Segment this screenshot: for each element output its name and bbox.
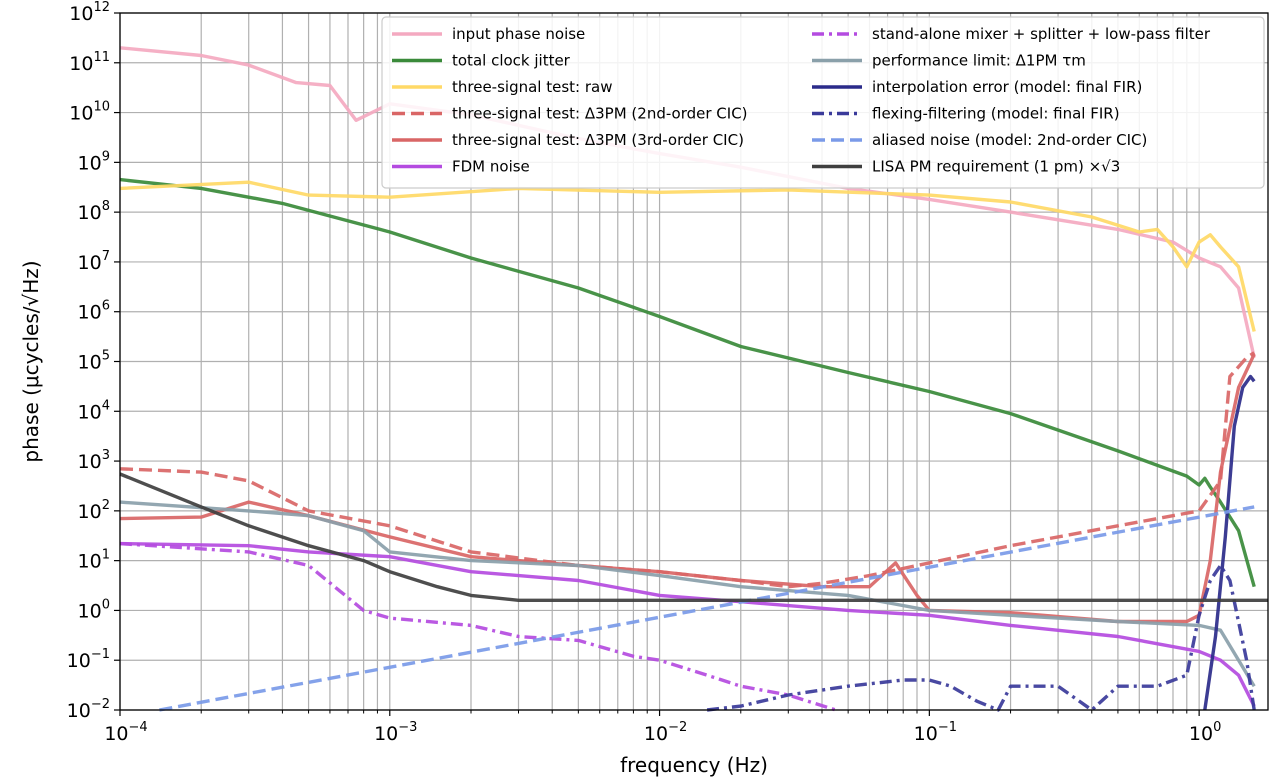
y-tick-label: 100 — [78, 597, 110, 622]
y-tick-label-exp: 12 — [93, 0, 110, 15]
legend-entry-8: interpolation error (model: final FIR) — [872, 78, 1142, 96]
legend-entry-1: total clock jitter — [452, 52, 571, 70]
y-tick-label-base: 10 — [78, 551, 102, 573]
y-tick-label-base: 10 — [67, 700, 91, 722]
y-tick-label-exp: 11 — [93, 50, 110, 65]
x-tick-label: 10−3 — [374, 720, 417, 745]
y-axis-label: phase (μcycles/√Hz) — [19, 260, 43, 462]
y-tick-label: 1012 — [69, 0, 110, 25]
legend-entry-9: flexing-filtering (model: final FIR) — [872, 105, 1120, 123]
x-tick-label: 10−1 — [914, 720, 957, 745]
x-tick-label: 10−4 — [104, 720, 147, 745]
y-tick-label-exp: 9 — [102, 149, 110, 164]
legend-entry-10: aliased noise (model: 2nd-order CIC) — [872, 131, 1147, 149]
y-tick-label-base: 10 — [78, 451, 102, 473]
x-tick-label-exp: −4 — [129, 720, 148, 735]
y-tick-label-exp: 7 — [102, 249, 110, 264]
legend: input phase noise total clock jitter three… — [382, 17, 1264, 188]
legend-entry-0: input phase noise — [452, 25, 585, 43]
y-tick-label: 10−2 — [67, 697, 110, 722]
legend-entry-11: LISA PM requirement (1 pm) ×√3 — [872, 158, 1120, 176]
y-tick-label-exp: 3 — [102, 448, 110, 463]
x-axis-ticks: 10−4 10−3 10−2 10−1 100 — [104, 710, 1221, 745]
legend-entry-6: stand-alone mixer + splitter + low-pass … — [872, 25, 1211, 43]
y-tick-label: 107 — [78, 249, 110, 274]
y-tick-label-base: 10 — [69, 53, 93, 75]
y-tick-label-base: 10 — [69, 3, 93, 25]
y-tick-label-exp: 8 — [102, 199, 110, 214]
y-tick-label-exp: 5 — [102, 349, 110, 364]
x-tick-label-exp: −3 — [398, 720, 417, 735]
y-tick-label-base: 10 — [78, 252, 102, 274]
y-tick-label: 1011 — [69, 50, 110, 75]
x-tick-label: 10−2 — [644, 720, 687, 745]
legend-entry-4: three-signal test: Δ3PM (3rd-order CIC) — [452, 131, 744, 149]
y-tick-label-exp: 4 — [102, 398, 110, 413]
y-tick-label: 108 — [78, 199, 110, 224]
y-tick-label-base: 10 — [78, 152, 102, 174]
y-tick-label: 109 — [78, 149, 110, 174]
y-tick-label: 102 — [78, 498, 110, 523]
x-tick-label-base: 10 — [374, 723, 398, 745]
legend-entry-2: three-signal test: raw — [452, 78, 613, 96]
x-tick-label-base: 10 — [644, 723, 668, 745]
y-tick-label-base: 10 — [78, 501, 102, 523]
y-tick-label-base: 10 — [78, 401, 102, 423]
x-tick-label-exp: 0 — [1213, 720, 1221, 735]
y-tick-label-exp: −1 — [91, 647, 110, 662]
legend-entry-3: three-signal test: Δ3PM (2nd-order CIC) — [452, 105, 748, 123]
y-tick-label-exp: −2 — [91, 697, 110, 712]
x-axis-label: frequency (Hz) — [620, 753, 768, 777]
y-tick-label: 1010 — [69, 100, 110, 125]
x-tick-label-base: 10 — [1189, 723, 1213, 745]
legend-entry-5: FDM noise — [452, 158, 530, 176]
x-tick-label-exp: −1 — [938, 720, 957, 735]
x-tick-label-base: 10 — [914, 723, 938, 745]
x-tick-label-base: 10 — [104, 723, 128, 745]
y-tick-label: 101 — [78, 548, 110, 573]
y-tick-label-base: 10 — [78, 302, 102, 324]
y-tick-label-base: 10 — [78, 202, 102, 224]
y-tick-label: 104 — [78, 398, 110, 423]
y-tick-label: 105 — [78, 349, 110, 374]
y-tick-label-base: 10 — [67, 650, 91, 672]
x-tick-label: 100 — [1189, 720, 1221, 745]
y-tick-label-exp: 0 — [102, 597, 110, 612]
y-tick-label-base: 10 — [69, 103, 93, 125]
y-tick-label-exp: 10 — [93, 100, 110, 115]
y-tick-label: 10−1 — [67, 647, 110, 672]
y-tick-label-base: 10 — [78, 352, 102, 374]
y-tick-label-exp: 2 — [102, 498, 110, 513]
y-tick-label: 103 — [78, 448, 110, 473]
y-tick-label: 106 — [78, 299, 110, 324]
y-tick-label-exp: 6 — [102, 299, 110, 314]
y-tick-label-base: 10 — [78, 600, 102, 622]
x-tick-label-exp: −2 — [668, 720, 687, 735]
y-axis-ticks: 10−210−110010110210310410510610710810910… — [67, 0, 120, 722]
y-tick-label-exp: 1 — [102, 548, 110, 563]
legend-entry-7: performance limit: Δ1PM τm — [872, 52, 1086, 70]
